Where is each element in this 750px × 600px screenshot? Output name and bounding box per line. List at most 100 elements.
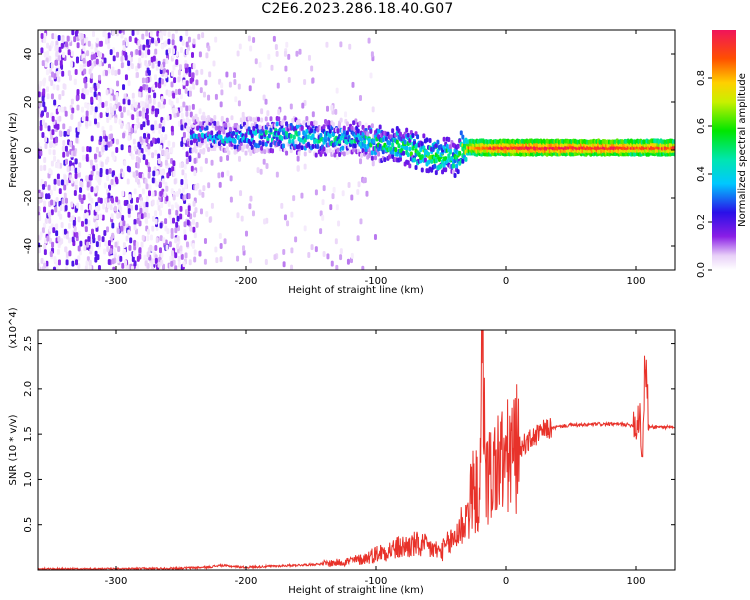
spectrogram-noise-cell [334, 238, 338, 245]
spectrogram-noise-cell [107, 67, 111, 74]
spectrogram-noise-cell [121, 171, 125, 178]
spectrogram-noise-cell [38, 91, 41, 98]
spectrogram-signal-cell [213, 120, 217, 126]
spectrogram-noise-cell [67, 237, 71, 244]
spectrogram-signal-cell [225, 117, 229, 123]
spectrogram-signal-cell [281, 143, 285, 149]
spectrogram-noise-cell [125, 235, 129, 242]
spectrogram-noise-cell [171, 70, 175, 77]
spectrogram-signal-cell [292, 134, 296, 140]
spectrogram-noise-cell [156, 137, 160, 144]
spectrogram-signal-cell [244, 124, 248, 130]
spectrogram-noise-cell [149, 244, 153, 251]
spectrogram-noise-cell [123, 160, 127, 167]
spectrogram-noise-cell [118, 212, 122, 219]
spectrogram-noise-cell [131, 256, 135, 263]
spectrogram-noise-cell [110, 197, 114, 204]
spectrogram-noise-cell [130, 63, 134, 70]
spectrogram-noise-cell [99, 213, 103, 220]
spectrogram-noise-cell [74, 68, 78, 75]
spectrogram-noise-cell [185, 80, 189, 87]
snr-panel: -300 -200 -100 0 100 0.5 1.0 1.5 2.0 2.5 Height … [8, 307, 676, 596]
spectrogram-noise-cell [335, 264, 339, 270]
spectrogram-noise-cell [51, 71, 55, 78]
spectrogram-signal-cell [258, 140, 262, 146]
spectrogram-noise-cell [248, 203, 252, 210]
spectrogram-noise-cell [111, 171, 115, 178]
spectrogram-noise-cell [71, 236, 75, 243]
spectrogram-noise-cell [204, 79, 208, 86]
spectrogram-noise-cell [100, 161, 104, 168]
spectrogram-noise-cell [60, 106, 64, 113]
spectrogram-noise-cell [50, 40, 54, 47]
spectrogram-noise-cell [118, 118, 122, 125]
spectrogram-noise-cell [43, 243, 47, 250]
spectrogram-noise-cell [39, 124, 43, 131]
spectrogram-noise-cell [158, 77, 162, 84]
spectrogram-noise-cell [142, 121, 146, 128]
spectrogram-noise-cell [47, 184, 51, 191]
spectrogram-signal-cell [244, 150, 248, 156]
spectrogram-noise-cell [44, 61, 48, 68]
spectrogram-noise-cell [160, 169, 164, 176]
spectrogram-signal-cell [411, 132, 415, 138]
spectrogram-noise-cell [112, 154, 116, 161]
spectrogram-noise-cell [164, 72, 168, 79]
spectrogram-signal-cell [277, 116, 281, 122]
spectrogram-noise-cell [330, 260, 334, 267]
spectrogram-noise-cell [86, 50, 90, 57]
spectrogram-noise-cell [67, 70, 71, 77]
spectrogram-noise-cell [164, 218, 168, 225]
spectrogram-noise-cell [310, 244, 314, 251]
spectrogram-noise-cell [49, 142, 53, 149]
spectrogram-noise-cell [64, 110, 68, 117]
spectrogram-signal-cell [196, 116, 200, 122]
spectrogram-signal-cell [397, 143, 401, 149]
spectrogram-noise-cell [335, 204, 339, 211]
spectrogram-noise-cell [60, 238, 64, 245]
spectrogram-noise-cell [233, 79, 237, 86]
spectrogram-noise-cell [142, 112, 146, 119]
spectrogram-noise-cell [81, 146, 85, 153]
spectrogram-noise-cell [176, 235, 180, 242]
spectrogram-noise-cell [228, 81, 232, 88]
spectrogram-noise-cell [41, 131, 45, 138]
spectrogram-noise-cell [90, 135, 94, 142]
spectrogram-noise-cell [38, 242, 41, 249]
spectrogram-noise-cell [298, 48, 302, 55]
spectrogram-noise-cell [142, 84, 146, 91]
spectrogram-noise-cell [79, 240, 83, 247]
spectrogram-noise-cell [55, 196, 59, 203]
spectrogram-noise-cell [49, 251, 53, 258]
spectrogram-noise-cell [120, 55, 124, 62]
spectrogram-noise-cell [127, 208, 131, 215]
spectrogram-noise-cell [70, 98, 74, 105]
spectrogram-noise-cell [61, 70, 65, 77]
spectrogram-signal-cell [436, 139, 440, 145]
spectrogram-noise-cell [53, 99, 57, 106]
spectrogram-noise-cell [219, 243, 223, 250]
spectrogram-noise-cell [184, 173, 188, 180]
spectrogram-signal-cell [331, 121, 335, 127]
spectrogram-noise-cell [102, 203, 106, 210]
spectrogram-noise-cell [74, 158, 78, 165]
spectrogram-noise-cell [83, 68, 87, 75]
spectrogram-noise-cell [131, 153, 135, 160]
spectrogram-signal-cell [227, 150, 231, 156]
spectrogram-noise-cell [205, 52, 209, 59]
spectrogram-noise-cell [77, 262, 81, 269]
spectrogram-noise-cell [48, 225, 52, 232]
spectrogram-noise-cell [195, 221, 199, 228]
spectrogram-signal-cell [310, 128, 314, 134]
spectrogram-noise-cell [144, 146, 148, 153]
spectrogram-noise-cell [74, 30, 78, 37]
spectrogram-noise-cell [151, 199, 155, 206]
spectrogram-noise-cell [118, 204, 122, 211]
spectrogram-noise-cell [188, 118, 192, 125]
spectrogram-noise-cell [84, 120, 88, 127]
spectrogram-noise-cell [43, 222, 47, 229]
spectrogram-noise-cell [70, 50, 74, 57]
spectrogram-signal-cell [356, 128, 360, 134]
spectrogram-noise-cell [152, 170, 156, 177]
spectrogram-noise-cell [292, 195, 296, 202]
